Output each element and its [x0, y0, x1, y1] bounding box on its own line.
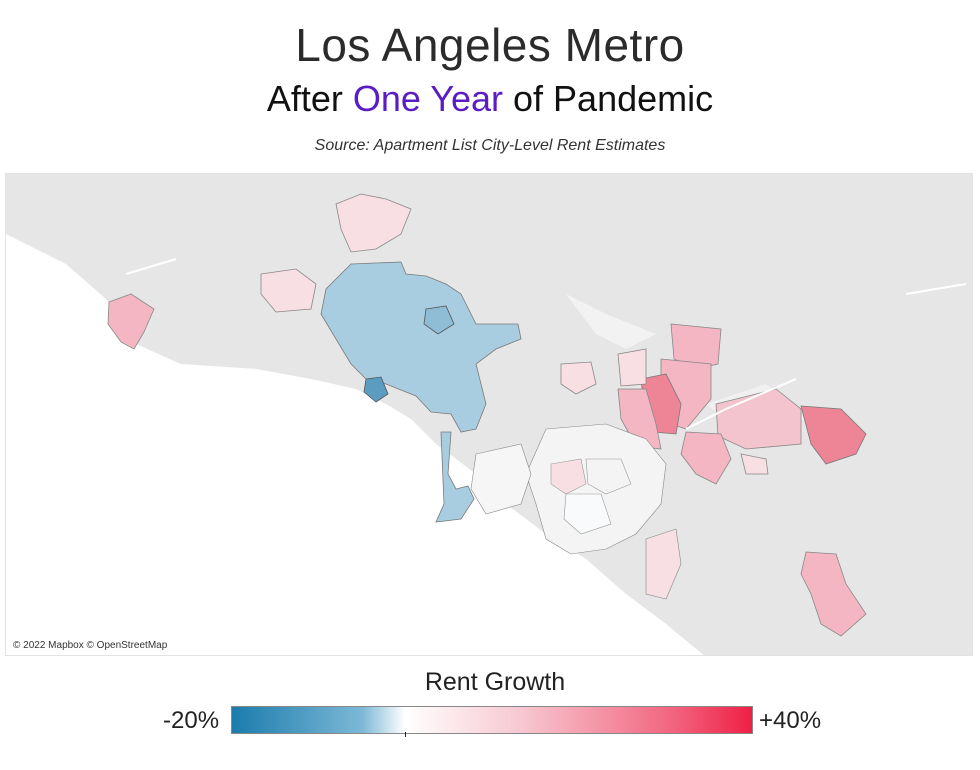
region-redlands[interactable]: [800, 405, 867, 465]
region-los-angeles[interactable]: [320, 261, 522, 433]
region-san-pedro[interactable]: [435, 431, 475, 523]
subtitle-highlight: One Year: [352, 78, 504, 119]
region-riverside[interactable]: [680, 431, 732, 485]
map-canvas[interactable]: [5, 173, 973, 656]
region-chino[interactable]: [617, 388, 662, 450]
region-thousand-oaks[interactable]: [260, 268, 317, 313]
open-space: [566, 294, 656, 349]
region-burbank[interactable]: [423, 305, 455, 335]
road: [685, 378, 797, 430]
source-note: Source: Apartment List City-Level Rent E…: [314, 137, 666, 154]
road: [125, 258, 177, 275]
road: [905, 283, 967, 295]
legend-zero-tick: [405, 732, 406, 737]
coast-water: [6, 269, 36, 294]
region-santa-clarita[interactable]: [335, 193, 412, 253]
region-upland[interactable]: [617, 348, 647, 387]
map-svg: [6, 174, 972, 655]
region-mission-viejo[interactable]: [645, 528, 682, 600]
region-orange[interactable]: [585, 458, 632, 495]
region-oxnard[interactable]: [107, 293, 155, 350]
region-anaheim[interactable]: [550, 458, 587, 495]
legend-max-label: +40%: [759, 707, 822, 734]
ocean: [6, 234, 704, 655]
region-pomona[interactable]: [560, 361, 597, 395]
region-santa-ana[interactable]: [563, 493, 612, 535]
legend-color-bar: [231, 706, 753, 734]
region-santa-monica[interactable]: [363, 376, 389, 403]
legend-title: Rent Growth: [424, 668, 566, 696]
region-orange-county[interactable]: [525, 423, 667, 555]
map-title: Los Angeles Metro: [295, 19, 685, 71]
subtitle-prefix: After: [266, 78, 353, 119]
subtitle-suffix: of Pandemic: [503, 78, 714, 119]
map-attribution[interactable]: © 2022 Mapbox © OpenStreetMap: [13, 640, 168, 651]
region-long-beach[interactable]: [470, 443, 532, 515]
map-subtitle: After One Year of Pandemic: [0, 78, 980, 120]
region-menifee[interactable]: [800, 551, 867, 637]
region-moreno-valley[interactable]: [740, 453, 769, 475]
legend-min-label: -20%: [163, 707, 220, 734]
